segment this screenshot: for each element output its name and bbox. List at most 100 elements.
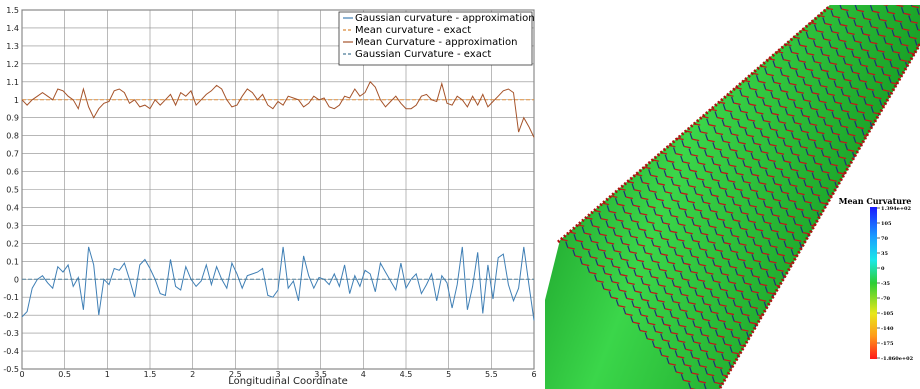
glyph-red [855, 141, 863, 145]
glyph-red [676, 254, 684, 258]
glyph-blue [782, 139, 786, 146]
glyph-red [705, 170, 713, 174]
glyph-blue [729, 346, 733, 353]
glyph-blue [651, 340, 656, 348]
glyph-red [813, 76, 821, 80]
glyph-blue [811, 172, 815, 179]
glyph-blue [696, 258, 700, 265]
glyph-blue [593, 173, 597, 180]
glyph-blue [755, 309, 759, 316]
glyph-blue [865, 184, 869, 191]
glyph-red [882, 89, 890, 92]
glyph-blue [606, 205, 610, 212]
glyph-blue [645, 200, 650, 207]
glyph-blue [576, 187, 580, 194]
glyph-red [653, 245, 661, 248]
glyph-red [756, 330, 765, 333]
glyph-blue [605, 220, 609, 228]
glyph-red [599, 233, 608, 237]
glyph-red [753, 41, 761, 45]
glyph-red [865, 5, 873, 6]
glyph-red [803, 216, 811, 220]
glyph-red [797, 75, 805, 79]
glyph-red [853, 172, 861, 176]
glyph-red [654, 229, 662, 233]
glyph-blue [862, 230, 866, 237]
glyph-red [858, 212, 866, 216]
glyph-blue [799, 124, 803, 132]
glyph-red [898, 90, 906, 94]
glyph-blue [791, 15, 795, 22]
glyph-blue [771, 193, 775, 200]
glyph-red [780, 206, 789, 210]
glyph-blue [727, 377, 731, 384]
glyph-red [808, 138, 817, 142]
glyph-blue [633, 269, 637, 276]
glyph-red [738, 141, 746, 145]
glyph-red [692, 239, 701, 243]
glyph-red [723, 358, 731, 362]
glyph-blue [560, 202, 564, 209]
glyph-red [839, 39, 847, 43]
glyph-red [861, 165, 869, 169]
glyph-blue [700, 313, 704, 320]
glyph-blue [774, 29, 778, 37]
x-tick-label: 3 [275, 370, 280, 379]
glyph-blue [598, 212, 602, 219]
glyph-blue [786, 194, 790, 201]
glyph-red [790, 184, 798, 188]
glyph-blue [622, 206, 626, 213]
glyph-blue [837, 135, 841, 142]
glyph-blue [637, 324, 641, 331]
glyph-blue [689, 366, 693, 374]
glyph-red [698, 380, 707, 384]
glyph-blue [662, 185, 666, 193]
glyph-blue [797, 38, 801, 46]
glyph-red [804, 83, 813, 87]
glyph-red [889, 214, 897, 218]
glyph-red [778, 238, 787, 241]
glyph-blue [718, 283, 722, 290]
glyph-red [841, 226, 850, 230]
glyph-red [778, 19, 786, 23]
glyph-red [867, 88, 875, 91]
glyph-blue [911, 187, 916, 194]
glyph-blue [654, 309, 658, 317]
glyph-blue [652, 325, 657, 332]
glyph-red [864, 119, 873, 122]
glyph-blue [695, 273, 699, 281]
glyph-blue [808, 219, 812, 226]
y-tick-label: 1.2 [6, 60, 19, 69]
glyph-blue [658, 130, 662, 138]
glyph-blue [815, 9, 819, 16]
glyph-blue [849, 182, 854, 190]
glyph-red [754, 244, 763, 247]
glyph-blue [663, 287, 667, 294]
glyph-blue [692, 203, 696, 210]
glyph-blue [691, 101, 695, 109]
glyph-blue [683, 109, 687, 116]
glyph-blue [826, 290, 831, 297]
glyph-blue [782, 22, 787, 29]
glyph-red [853, 289, 861, 293]
glyph-red [786, 347, 795, 351]
glyph-red [847, 266, 855, 269]
glyph-blue [726, 275, 730, 283]
glyph-red [832, 132, 841, 136]
glyph-blue [725, 291, 729, 298]
glyph-blue [809, 86, 813, 94]
glyph-red [683, 145, 692, 149]
glyph-blue [782, 256, 786, 263]
glyph-blue [858, 58, 862, 66]
glyph-blue [623, 307, 627, 315]
glyph-red [804, 317, 812, 321]
glyph-blue [748, 183, 752, 191]
glyph-red [850, 219, 858, 223]
glyph-red [768, 42, 777, 46]
glyph-blue [741, 175, 745, 182]
glyph-red [865, 103, 874, 107]
glyph-blue [667, 341, 671, 349]
glyph-blue [579, 257, 583, 265]
glyph-red [682, 161, 690, 165]
glyph-blue [631, 300, 635, 307]
